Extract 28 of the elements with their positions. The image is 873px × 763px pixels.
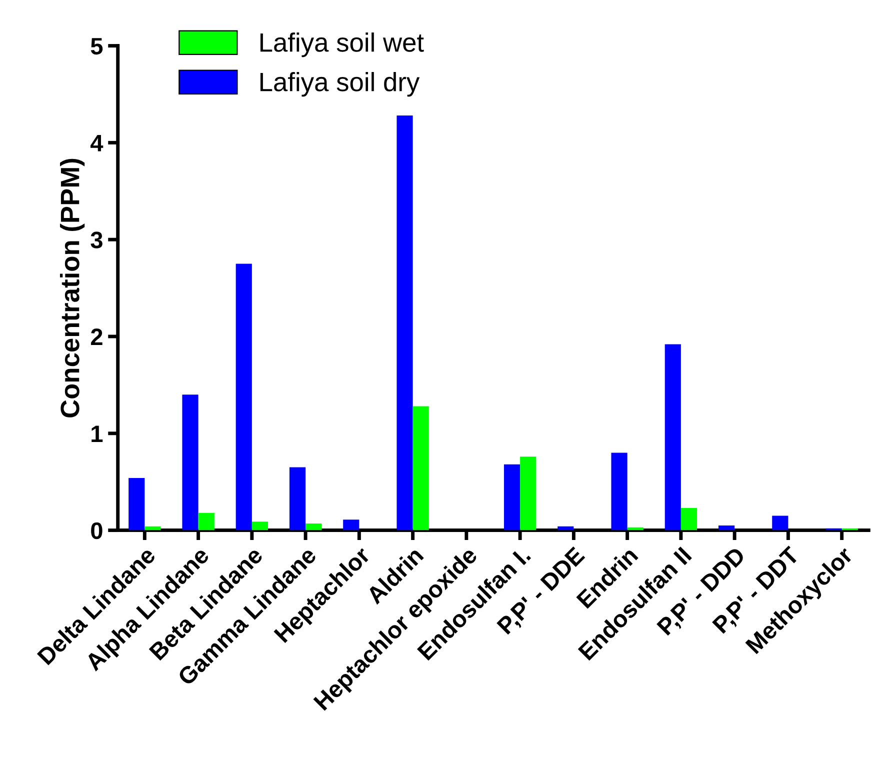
bar: [664, 344, 681, 530]
bar: [198, 512, 214, 530]
bar: [520, 456, 536, 530]
y-tick-label: 2: [90, 328, 102, 346]
bar: [182, 394, 198, 530]
bar: [412, 406, 429, 530]
bar: [504, 464, 520, 530]
bar: [772, 516, 788, 530]
legend-label: Lafiya soil wet: [260, 32, 424, 58]
bar: [128, 478, 145, 530]
y-tick-label: 5: [90, 38, 103, 55]
bar: [306, 524, 322, 530]
y-axis-title: Concentration (PPM): [60, 158, 85, 418]
bar: [144, 526, 161, 530]
bar: [611, 452, 628, 530]
bar: [558, 526, 574, 530]
bar: [252, 522, 268, 530]
bar: [718, 525, 735, 530]
bar: [680, 508, 698, 530]
bar: [289, 467, 306, 530]
legend-label: Lafiya soil dry: [260, 72, 420, 97]
y-tick-label: 1: [92, 426, 103, 442]
bar: [236, 264, 252, 530]
bar: [396, 116, 413, 530]
y-tick-label: 4: [90, 134, 104, 152]
y-tick-label: 3: [90, 232, 102, 248]
bar: [343, 520, 360, 530]
y-tick-label: 0: [91, 522, 102, 540]
